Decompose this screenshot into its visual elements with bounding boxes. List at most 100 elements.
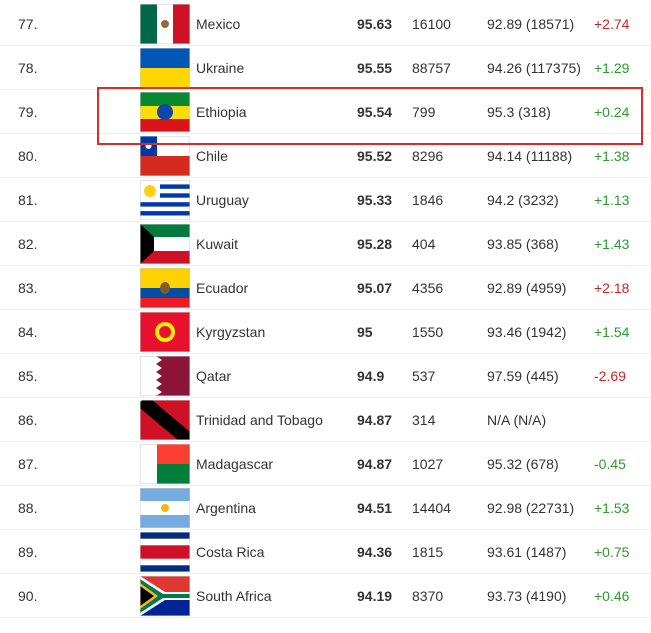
score: 95 xyxy=(357,324,373,340)
table-row: 84. Kyrgyzstan 95 1550 93.46 (1942) +1.54 xyxy=(0,310,651,354)
previous-score: 94.14 (11188) xyxy=(487,148,573,164)
score: 95.55 xyxy=(357,60,393,76)
rank: 78. xyxy=(18,60,38,76)
count: 1815 xyxy=(412,544,444,560)
count: 16100 xyxy=(412,16,451,32)
previous-score: 93.73 (4190) xyxy=(487,588,567,604)
change: +0.46 xyxy=(594,588,630,604)
score: 95.63 xyxy=(357,16,393,32)
change: -2.69 xyxy=(594,368,626,384)
change: +1.54 xyxy=(594,324,630,340)
flag xyxy=(139,267,191,309)
country-name: Argentina xyxy=(196,500,256,516)
count: 404 xyxy=(412,236,436,252)
change: +1.43 xyxy=(594,236,630,252)
rank: 82. xyxy=(18,236,38,252)
previous-score: 94.2 (3232) xyxy=(487,192,559,208)
score: 94.36 xyxy=(357,544,393,560)
table-row: 88. Argentina 94.51 14404 92.98 (22731) +1.53 xyxy=(0,486,651,530)
score: 95.52 xyxy=(357,148,393,164)
score: 95.07 xyxy=(357,280,393,296)
flag xyxy=(139,3,191,45)
table-row: 82. Kuwait 95.28 404 93.85 (368) +1.43 xyxy=(0,222,651,266)
flag-icon xyxy=(139,443,191,485)
flag-icon xyxy=(139,135,191,177)
change: -0.45 xyxy=(594,456,626,472)
previous-score: 92.98 (22731) xyxy=(487,500,575,516)
flag xyxy=(139,179,191,221)
count: 14404 xyxy=(412,500,451,516)
flag xyxy=(139,399,191,441)
flag xyxy=(139,223,191,265)
table-row: 83. Ecuador 95.07 4356 92.89 (4959) +2.18 xyxy=(0,266,651,310)
flag xyxy=(139,311,191,353)
flag xyxy=(139,487,191,529)
country-name: Uruguay xyxy=(196,192,249,208)
flag-icon xyxy=(139,267,191,309)
change: +2.74 xyxy=(594,16,630,32)
flag-icon xyxy=(139,91,191,133)
rank: 79. xyxy=(18,104,38,120)
country-name: Qatar xyxy=(196,368,232,384)
country-name: Ukraine xyxy=(196,60,245,76)
rank: 84. xyxy=(18,324,38,340)
change: +2.18 xyxy=(594,280,630,296)
score: 95.28 xyxy=(357,236,393,252)
flag-icon xyxy=(139,399,191,441)
previous-score: N/A (N/A) xyxy=(487,412,547,428)
count: 4356 xyxy=(412,280,444,296)
country-name: Madagascar xyxy=(196,456,274,472)
table-row: 85. Qatar 94.9 537 97.59 (445) -2.69 xyxy=(0,354,651,398)
previous-score: 95.32 (678) xyxy=(487,456,559,472)
flag xyxy=(139,355,191,397)
previous-score: 93.46 (1942) xyxy=(487,324,567,340)
country-name: Kyrgyzstan xyxy=(196,324,266,340)
previous-score: 97.59 (445) xyxy=(487,368,559,384)
score: 94.19 xyxy=(357,588,393,604)
score: 94.9 xyxy=(357,368,385,384)
previous-score: 94.26 (117375) xyxy=(487,60,581,76)
count: 88757 xyxy=(412,60,451,76)
rank: 87. xyxy=(18,456,38,472)
country-name: South Africa xyxy=(196,588,272,604)
change: +1.38 xyxy=(594,148,630,164)
country-name: Ecuador xyxy=(196,280,249,296)
flag xyxy=(139,575,191,617)
flag xyxy=(139,135,191,177)
flag xyxy=(139,91,191,133)
rank: 77. xyxy=(18,16,38,32)
count: 1550 xyxy=(412,324,444,340)
flag xyxy=(139,47,191,89)
previous-score: 93.61 (1487) xyxy=(487,544,567,560)
rank: 86. xyxy=(18,412,38,428)
flag xyxy=(139,443,191,485)
country-name: Ethiopia xyxy=(196,104,247,120)
previous-score: 95.3 (318) xyxy=(487,104,551,120)
highlight-box xyxy=(97,87,643,145)
rank: 89. xyxy=(18,544,38,560)
change: +1.29 xyxy=(594,60,630,76)
flag-icon xyxy=(139,487,191,529)
previous-score: 92.89 (4959) xyxy=(487,280,567,296)
change: +1.13 xyxy=(594,192,630,208)
score: 94.51 xyxy=(357,500,393,516)
table-row: 86. Trinidad and Tobago 94.87 314 N/A (N/A) xyxy=(0,398,651,442)
rank: 80. xyxy=(18,148,38,164)
table-row: 79. Ethiopia 95.54 799 95.3 (318) +0.24 xyxy=(0,90,651,134)
country-name: Mexico xyxy=(196,16,241,32)
rank: 81. xyxy=(18,192,38,208)
change: +1.53 xyxy=(594,500,630,516)
count: 1027 xyxy=(412,456,444,472)
count: 314 xyxy=(412,412,436,428)
score: 94.87 xyxy=(357,456,393,472)
score: 95.54 xyxy=(357,104,393,120)
score: 95.33 xyxy=(357,192,393,208)
rank: 90. xyxy=(18,588,38,604)
flag-icon xyxy=(139,531,191,573)
rank: 88. xyxy=(18,500,38,516)
table-row: 78. Ukraine 95.55 88757 94.26 (117375) +1.29 xyxy=(0,46,651,90)
table-row: 89. Costa Rica 94.36 1815 93.61 (1487) +0.75 xyxy=(0,530,651,574)
flag-icon xyxy=(139,223,191,265)
country-name: Chile xyxy=(196,148,228,164)
